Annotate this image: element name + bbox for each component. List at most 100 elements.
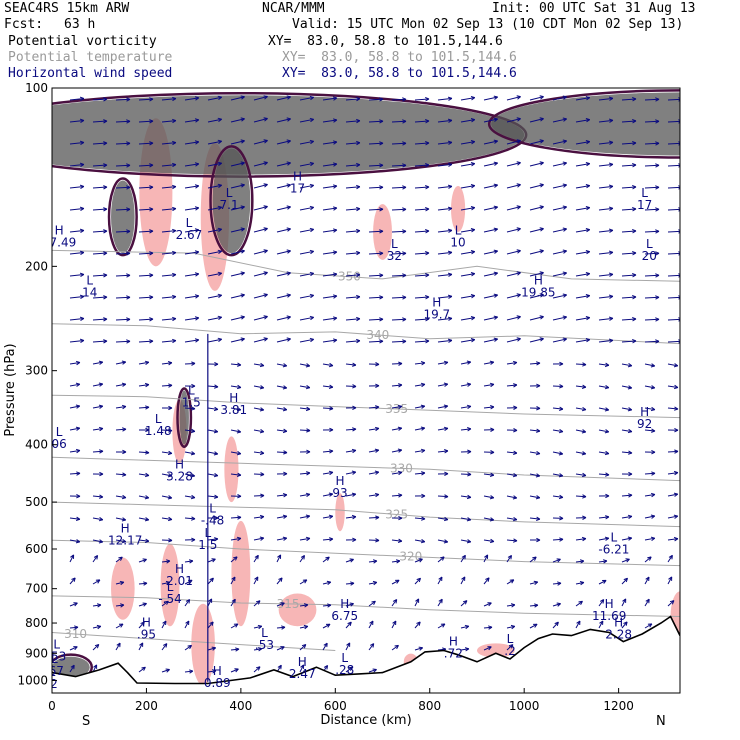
wind-arrowhead-643 — [602, 579, 607, 584]
wind-arrowhead-690 — [651, 428, 656, 433]
wind-arrowhead-13 — [75, 382, 81, 387]
wind-arrowhead-228 — [259, 362, 265, 368]
wind-arrowhead-662 — [627, 407, 633, 412]
wind-arrowhead-634 — [604, 384, 610, 390]
wind-vector-186 — [207, 621, 214, 629]
wind-vector-79 — [115, 642, 121, 651]
wind-vector-457 — [437, 648, 447, 651]
wind-vector-430 — [414, 647, 423, 651]
wind-arrowhead-637 — [604, 450, 610, 456]
wind-vector-366 — [368, 427, 379, 431]
wind-vector-588 — [552, 558, 561, 563]
wind-arrowhead-322 — [323, 642, 328, 648]
wind-arrowhead-455 — [438, 598, 443, 604]
wind-arrowhead-193 — [240, 183, 245, 188]
wind-arrowhead-167 — [217, 205, 222, 210]
wind-arrowhead-55 — [126, 119, 131, 124]
wind-arrowhead-211 — [231, 576, 236, 582]
wind-vector-612 — [575, 495, 587, 498]
wind-arrowhead-694 — [650, 514, 656, 519]
wind-vector-292 — [299, 579, 308, 585]
wind-arrowhead-0 — [79, 96, 85, 102]
wind-vector-242 — [253, 666, 261, 673]
wind-vector-433 — [437, 119, 452, 123]
wind-vector-331 — [345, 252, 360, 255]
wind-arrowhead-278 — [309, 271, 314, 277]
wind-arrowhead-11 — [79, 338, 85, 344]
wind-vector-666 — [621, 494, 633, 497]
wind-arrowhead-578 — [562, 337, 568, 342]
wind-arrowhead-617 — [578, 600, 583, 606]
wind-arrowhead-543 — [539, 161, 544, 166]
theta-contour-340 — [52, 323, 680, 345]
wind-arrowhead-56 — [126, 141, 131, 146]
extremum-value-13: 1.48 — [145, 424, 172, 438]
wind-vector-465 — [460, 229, 475, 233]
forecast-hours: 63 h — [64, 17, 96, 32]
wind-vector-62 — [115, 274, 131, 277]
wind-vector-125 — [161, 473, 172, 477]
extremum-value-24: 6.75 — [331, 609, 358, 623]
extremum-value-11: 1.5 — [182, 396, 201, 410]
extremum-kind-26: H — [142, 616, 151, 630]
wind-vector-192 — [230, 162, 245, 167]
wind-vector-636 — [598, 429, 609, 433]
wind-arrowhead-626 — [608, 206, 614, 211]
wind-vector-719 — [667, 472, 678, 475]
extremum-value-34: 0.89 — [204, 676, 231, 690]
wind-vector-334 — [345, 318, 360, 321]
wind-vector-51 — [92, 625, 101, 629]
wind-arrowhead-622 — [608, 118, 614, 123]
wind-vector-288 — [299, 493, 310, 497]
wind-arrowhead-583 — [558, 451, 564, 456]
wind-vector-725 — [667, 600, 675, 607]
wind-vector-327 — [345, 164, 360, 167]
wind-vector-180 — [207, 495, 218, 498]
wind-vector-76 — [115, 581, 124, 585]
wind-arrowhead-183 — [211, 558, 216, 563]
wind-vector-127 — [161, 517, 172, 520]
wind-vector-5 — [69, 207, 84, 211]
wind-arrowhead-1 — [79, 118, 85, 124]
wind-vector-415 — [414, 318, 429, 321]
wind-vector-543 — [529, 162, 544, 167]
wind-arrowhead-181 — [214, 515, 219, 521]
wind-vector-132 — [161, 620, 167, 629]
wind-vector-153 — [184, 495, 195, 499]
wind-arrowhead-425 — [420, 539, 426, 544]
wind-vector-524 — [506, 338, 521, 343]
wind-vector-178 — [207, 451, 218, 455]
wind-vector-223 — [253, 250, 268, 255]
y-tick-label-1000: 1000 — [17, 673, 48, 687]
wind-vector-321 — [322, 623, 331, 629]
wind-vector-245 — [276, 140, 291, 145]
theta-label-315: 315 — [277, 597, 300, 611]
wind-vector-313 — [322, 450, 334, 453]
wind-arrowhead-292 — [302, 579, 308, 584]
wind-vector-362 — [368, 340, 384, 343]
wind-vector-472 — [460, 383, 471, 387]
wind-arrowhead-724 — [668, 576, 673, 581]
wind-arrowhead-379 — [402, 119, 407, 124]
wind-vector-506 — [483, 539, 494, 542]
wind-vector-436 — [437, 185, 452, 189]
wind-arrowhead-260 — [283, 471, 288, 476]
wind-vector-429 — [414, 621, 421, 629]
wind-vector-371 — [368, 539, 380, 542]
wind-arrowhead-177 — [213, 429, 219, 434]
wind-vector-311 — [322, 407, 334, 410]
wind-vector-345 — [345, 558, 354, 563]
wind-vector-346 — [345, 582, 355, 585]
wind-vector-497 — [483, 338, 498, 343]
wind-vector-716 — [667, 407, 679, 410]
wind-vector-577 — [552, 316, 567, 321]
wind-arrowhead-434 — [447, 140, 453, 145]
wind-arrowhead-343 — [351, 514, 357, 520]
wind-vector-583 — [552, 451, 563, 455]
extremum-kind-17: H — [336, 474, 345, 488]
wind-vector-564 — [529, 623, 538, 629]
wind-vector-111 — [161, 164, 176, 167]
wind-arrowhead-226 — [263, 315, 268, 320]
wind-arrowhead-395 — [397, 470, 403, 476]
wind-vector-150 — [184, 429, 195, 432]
